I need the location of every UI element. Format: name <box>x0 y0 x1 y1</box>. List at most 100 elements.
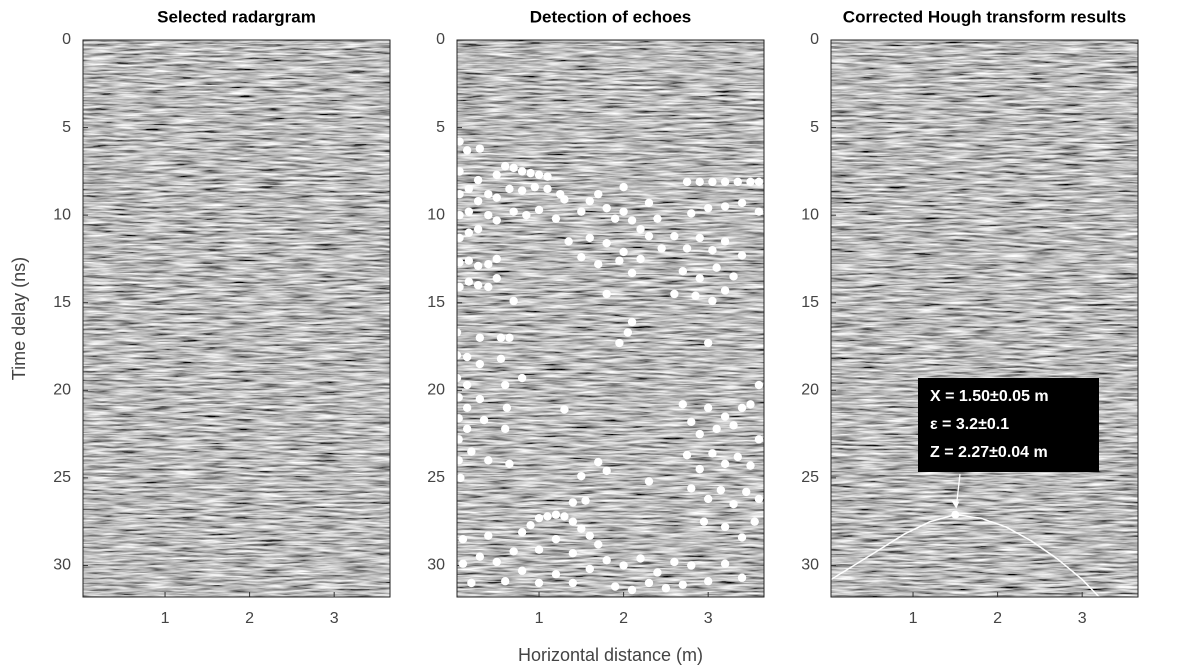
echo-point <box>754 207 764 216</box>
echo-point <box>737 573 747 582</box>
echo-point <box>687 561 696 570</box>
echo-point <box>505 333 514 342</box>
echo-point <box>687 417 696 427</box>
axes-frame <box>830 39 1139 598</box>
echo-point <box>517 186 527 195</box>
echo-point <box>720 237 730 246</box>
echo-point <box>627 585 637 595</box>
echo-point <box>653 568 662 577</box>
echo-point <box>534 205 544 215</box>
echo-point <box>754 494 764 504</box>
echo-point <box>627 268 637 278</box>
echo-point <box>615 256 624 265</box>
apex-marker <box>951 510 960 519</box>
y-tick-label: 25 <box>801 469 819 486</box>
echo-point <box>543 172 552 181</box>
echo-point <box>720 412 730 421</box>
echo-point <box>644 198 654 208</box>
echo-point <box>653 214 662 223</box>
echo-point <box>678 267 688 276</box>
x-tick-label: 2 <box>993 610 1002 627</box>
echo-point <box>454 435 463 444</box>
echo-point <box>737 533 747 542</box>
echo-point <box>568 549 578 558</box>
echo-point <box>534 513 544 523</box>
echo-point <box>733 177 742 187</box>
echo-point <box>484 456 493 465</box>
annotation-text: ε = 3.2±0.1 <box>930 416 1009 433</box>
echo-point <box>720 459 730 469</box>
echo-point <box>695 177 704 187</box>
echo-point <box>464 184 474 194</box>
echo-point <box>708 245 717 255</box>
y-tick-label: 0 <box>62 31 71 48</box>
echo-point <box>619 207 628 216</box>
echo-point <box>729 421 738 430</box>
echo-point <box>534 170 544 180</box>
y-tick-label: 10 <box>53 206 71 223</box>
echo-point <box>708 449 717 458</box>
annotation-box <box>918 378 1099 472</box>
echo-point <box>742 487 751 497</box>
echo-point <box>464 256 474 265</box>
echo-point <box>560 405 569 414</box>
echo-point <box>568 578 578 588</box>
echo-point <box>551 214 561 223</box>
echo-point <box>581 496 590 505</box>
echo-point <box>712 424 721 434</box>
echo-point <box>657 244 666 253</box>
echo-point <box>473 196 483 206</box>
echo-point <box>610 214 620 223</box>
echo-point <box>703 494 713 504</box>
y-tick-label: 25 <box>427 469 445 486</box>
annotation-text: X = 1.50±0.05 m <box>930 388 1049 405</box>
echo-point <box>602 238 611 248</box>
echo-point <box>473 281 483 290</box>
arrow-head <box>951 500 960 509</box>
echo-point <box>501 577 510 586</box>
echo-point <box>517 373 527 383</box>
y-tick-label: 15 <box>53 294 71 311</box>
echo-point <box>522 210 531 220</box>
echo-point <box>473 261 483 271</box>
echo-point <box>636 254 645 264</box>
echo-point <box>585 196 594 206</box>
echo-point <box>475 144 485 153</box>
x-tick-label: 1 <box>161 610 170 627</box>
y-tick-label: 5 <box>62 119 71 136</box>
echo-point <box>720 559 730 568</box>
echo-point <box>737 403 747 413</box>
echo-point <box>454 393 463 402</box>
echo-point <box>543 184 552 194</box>
echo-point <box>720 202 730 211</box>
radargram-background <box>457 40 764 597</box>
echo-point <box>627 317 637 327</box>
x-tick-label: 3 <box>704 610 713 627</box>
echo-point <box>750 517 759 526</box>
echo-point <box>585 531 594 540</box>
y-tick-label: 25 <box>53 469 71 486</box>
y-tick-label: 10 <box>427 206 445 223</box>
echo-point <box>473 224 483 234</box>
echo-point <box>454 414 463 423</box>
y-tick-label: 30 <box>427 557 445 574</box>
echo-point <box>577 471 586 481</box>
echo-point <box>712 263 721 272</box>
echo-point <box>682 450 692 460</box>
echo-point <box>509 296 518 306</box>
echo-point <box>687 209 696 218</box>
echo-point <box>577 524 586 533</box>
echo-point <box>551 534 561 544</box>
echo-point <box>492 254 501 264</box>
echo-point <box>464 277 474 286</box>
echo-point <box>737 198 747 208</box>
echo-point <box>661 584 671 593</box>
echo-point <box>619 182 628 192</box>
axes-frame <box>82 39 391 598</box>
echo-point <box>670 231 679 241</box>
echo-point <box>636 554 645 563</box>
y-tick-label: 10 <box>801 206 819 223</box>
echo-point <box>682 177 692 187</box>
echo-point <box>492 216 501 225</box>
echo-point <box>695 464 704 474</box>
